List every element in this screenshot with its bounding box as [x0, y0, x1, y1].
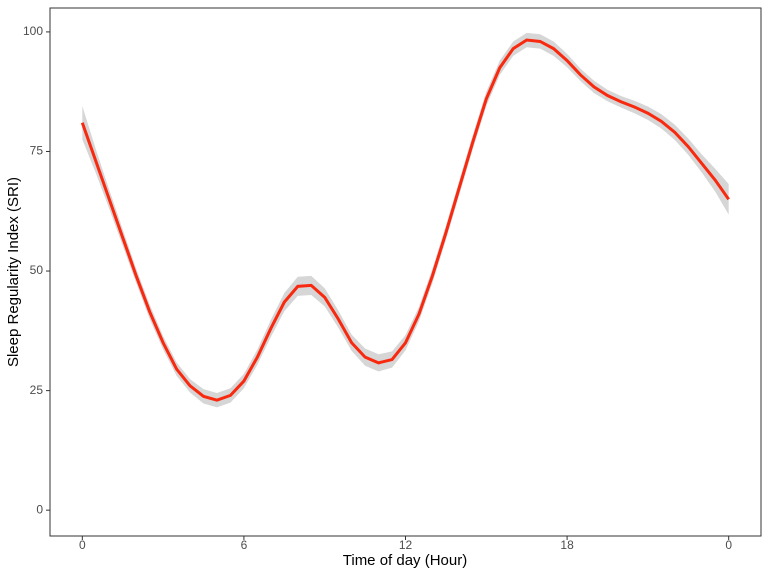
x-tick-label: 0 [725, 538, 732, 552]
y-tick-label: 75 [30, 144, 44, 158]
x-tick-label: 18 [560, 538, 574, 552]
y-tick-label: 50 [30, 263, 44, 277]
y-axis-title: Sleep Regularity Index (SRI) [5, 177, 22, 367]
y-tick-label: 0 [36, 502, 43, 516]
x-tick-label: 6 [241, 538, 248, 552]
y-tick-label: 25 [30, 383, 44, 397]
y-tick-label: 100 [23, 24, 43, 38]
x-axis-title: Time of day (Hour) [343, 552, 467, 569]
x-tick-label: 0 [79, 538, 86, 552]
confidence-band [82, 32, 729, 408]
plot-border [49, 7, 762, 537]
x-tick-label: 12 [399, 538, 413, 552]
line [80, 38, 730, 402]
